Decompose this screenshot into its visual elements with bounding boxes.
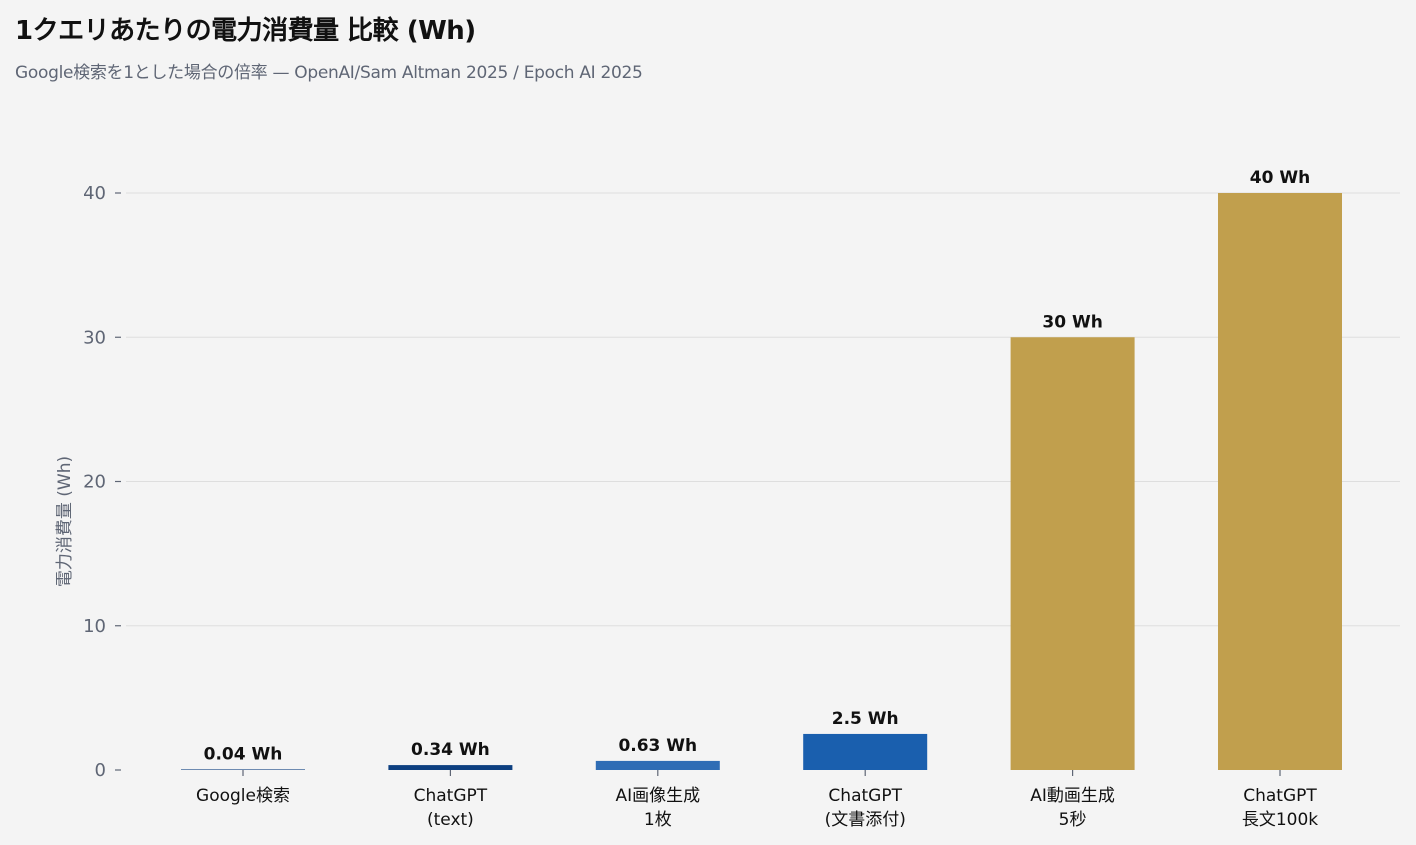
x-tick-label: 長文100k bbox=[1242, 810, 1318, 830]
x-tick-label: ChatGPT bbox=[828, 786, 902, 806]
data-label: 0.63 Wh bbox=[618, 736, 697, 756]
x-tick-label: 1枚 bbox=[644, 810, 672, 830]
x-tick-label: ChatGPT bbox=[1243, 786, 1317, 806]
bar bbox=[181, 769, 305, 770]
x-tick-label: 5秒 bbox=[1059, 810, 1087, 830]
x-tick-label: AI動画生成 bbox=[1030, 786, 1115, 806]
x-tick-label: (文書添付) bbox=[825, 810, 906, 830]
bar bbox=[388, 765, 513, 770]
x-tick-label: (text) bbox=[427, 810, 474, 830]
y-tick-label: 0 bbox=[95, 760, 106, 781]
data-label: 30 Wh bbox=[1042, 312, 1102, 332]
x-tick-label: Google検索 bbox=[196, 786, 290, 806]
bar bbox=[1218, 193, 1342, 770]
chart-title: 1クエリあたりの電力消費量 比較 (Wh) bbox=[15, 16, 476, 46]
y-tick-label: 20 bbox=[83, 472, 106, 493]
x-tick-label: ChatGPT bbox=[414, 786, 488, 806]
y-tick-label: 30 bbox=[83, 327, 106, 348]
y-tick-label: 40 bbox=[83, 183, 106, 204]
chart-subtitle: Google検索を1とした場合の倍率 — OpenAI/Sam Altman 2… bbox=[15, 63, 643, 83]
data-label: 0.04 Wh bbox=[204, 744, 283, 764]
bar bbox=[803, 733, 928, 770]
bar bbox=[595, 760, 720, 770]
data-label: 40 Wh bbox=[1250, 168, 1310, 188]
x-tick-label: AI画像生成 bbox=[615, 786, 700, 806]
y-tick-label: 10 bbox=[83, 616, 106, 637]
y-axis-label: 電力消費量 (Wh) bbox=[55, 456, 75, 587]
data-label: 0.34 Wh bbox=[411, 740, 490, 760]
data-label: 2.5 Wh bbox=[832, 709, 899, 729]
bar bbox=[1010, 337, 1135, 770]
